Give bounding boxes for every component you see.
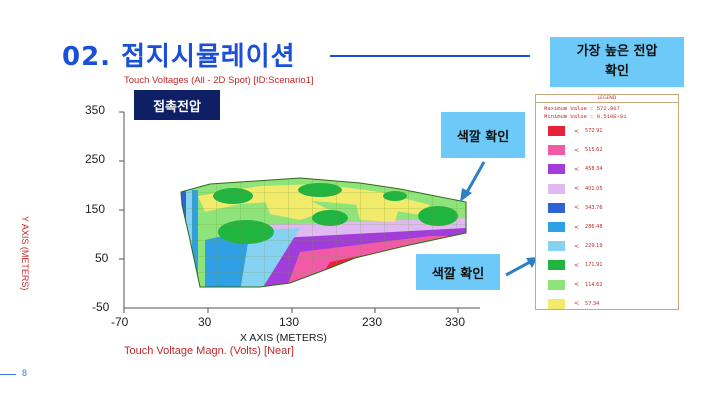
legend-less-than: < [574, 146, 580, 154]
legend-item: <458.34 [548, 163, 603, 175]
legend-item: <229.19 [548, 240, 603, 252]
legend-item: <57.34 [548, 298, 599, 310]
legend-value: 229.19 [585, 243, 603, 250]
legend-item: <286.48 [548, 221, 603, 233]
x-tick-label: 230 [362, 315, 383, 329]
x-tick-label: -70 [111, 315, 129, 329]
callout-check-color: 색깔 확인 [416, 254, 500, 290]
legend-value: 458.34 [585, 166, 603, 173]
y-tick-label: 50 [95, 251, 109, 265]
legend-swatch [548, 298, 565, 309]
x-tick-label: 130 [279, 315, 300, 329]
legend-value: 114.62 [585, 281, 603, 288]
y-tick-label: 150 [85, 202, 106, 216]
legend-range: Maximum Value : 572.907 Minimum Value : … [544, 105, 627, 121]
legend-less-than: < [574, 204, 580, 212]
legend-swatch [548, 241, 565, 252]
legend-swatch [548, 202, 565, 213]
legend: LEGEND Maximum Value : 572.907 Minimum V… [535, 94, 679, 310]
y-tick-label: 250 [85, 152, 106, 166]
y-tick-label: -50 [92, 300, 110, 314]
legend-item: <343.76 [548, 202, 603, 214]
legend-item: <515.62 [548, 144, 603, 156]
legend-less-than: < [574, 223, 580, 231]
title-divider [330, 55, 530, 57]
legend-less-than: < [574, 185, 580, 193]
y-tick-label: 350 [85, 103, 106, 117]
legend-value: 401.05 [585, 185, 603, 192]
x-tick-label: 330 [445, 315, 466, 329]
legend-value: 515.62 [585, 147, 603, 154]
legend-item: <572.91 [548, 125, 603, 137]
plot-title: Touch Voltages (All - 2D Spot) [ID:Scena… [124, 75, 314, 86]
page-number: 8 [22, 368, 28, 378]
legend-less-than: < [574, 261, 580, 269]
x-axis-label: X AXIS (METERS) [240, 332, 327, 344]
x-tick-label: 30 [198, 315, 212, 329]
legend-min-value: Minimum Value : 0.510E-01 [544, 113, 627, 120]
legend-value: 57.34 [585, 300, 600, 307]
legend-less-than: < [574, 300, 580, 308]
legend-swatch [548, 164, 565, 175]
legend-swatch [548, 260, 565, 271]
slide-title: 02. 접지시뮬레이션 [62, 42, 296, 72]
legend-value: 171.91 [585, 262, 603, 269]
legend-less-than: < [574, 281, 580, 289]
legend-value: 343.76 [585, 204, 603, 211]
legend-swatch [548, 222, 565, 232]
legend-max-value: Maximum Value : 572.907 [544, 105, 620, 112]
legend-swatch [548, 279, 565, 290]
legend-item: <114.62 [548, 279, 603, 291]
callout-highest-voltage: 가장 높은 전압 확인 [550, 37, 684, 87]
legend-swatch [548, 183, 565, 194]
legend-less-than: < [574, 165, 580, 173]
legend-swatch [548, 145, 565, 156]
callout-highest-voltage-text: 가장 높은 전압 확인 [576, 44, 658, 79]
legend-swatch [548, 126, 565, 136]
contact-voltage-badge: 접촉전압 [134, 90, 220, 120]
legend-less-than: < [574, 242, 580, 250]
callout-arrow-lower [504, 257, 538, 278]
legend-item: <401.05 [548, 183, 603, 195]
callout-arrow-upper [460, 160, 487, 202]
plot-bottom-label: Touch Voltage Magn. (Volts) [Near] [124, 345, 294, 357]
legend-item: <171.91 [548, 259, 603, 271]
callout-check-color: 색깔 확인 [441, 112, 525, 158]
legend-less-than: < [574, 127, 580, 135]
page-number-rule [0, 374, 16, 375]
legend-value: 286.48 [585, 224, 603, 230]
legend-heading: LEGEND [536, 95, 678, 103]
legend-value: 572.91 [585, 128, 603, 134]
